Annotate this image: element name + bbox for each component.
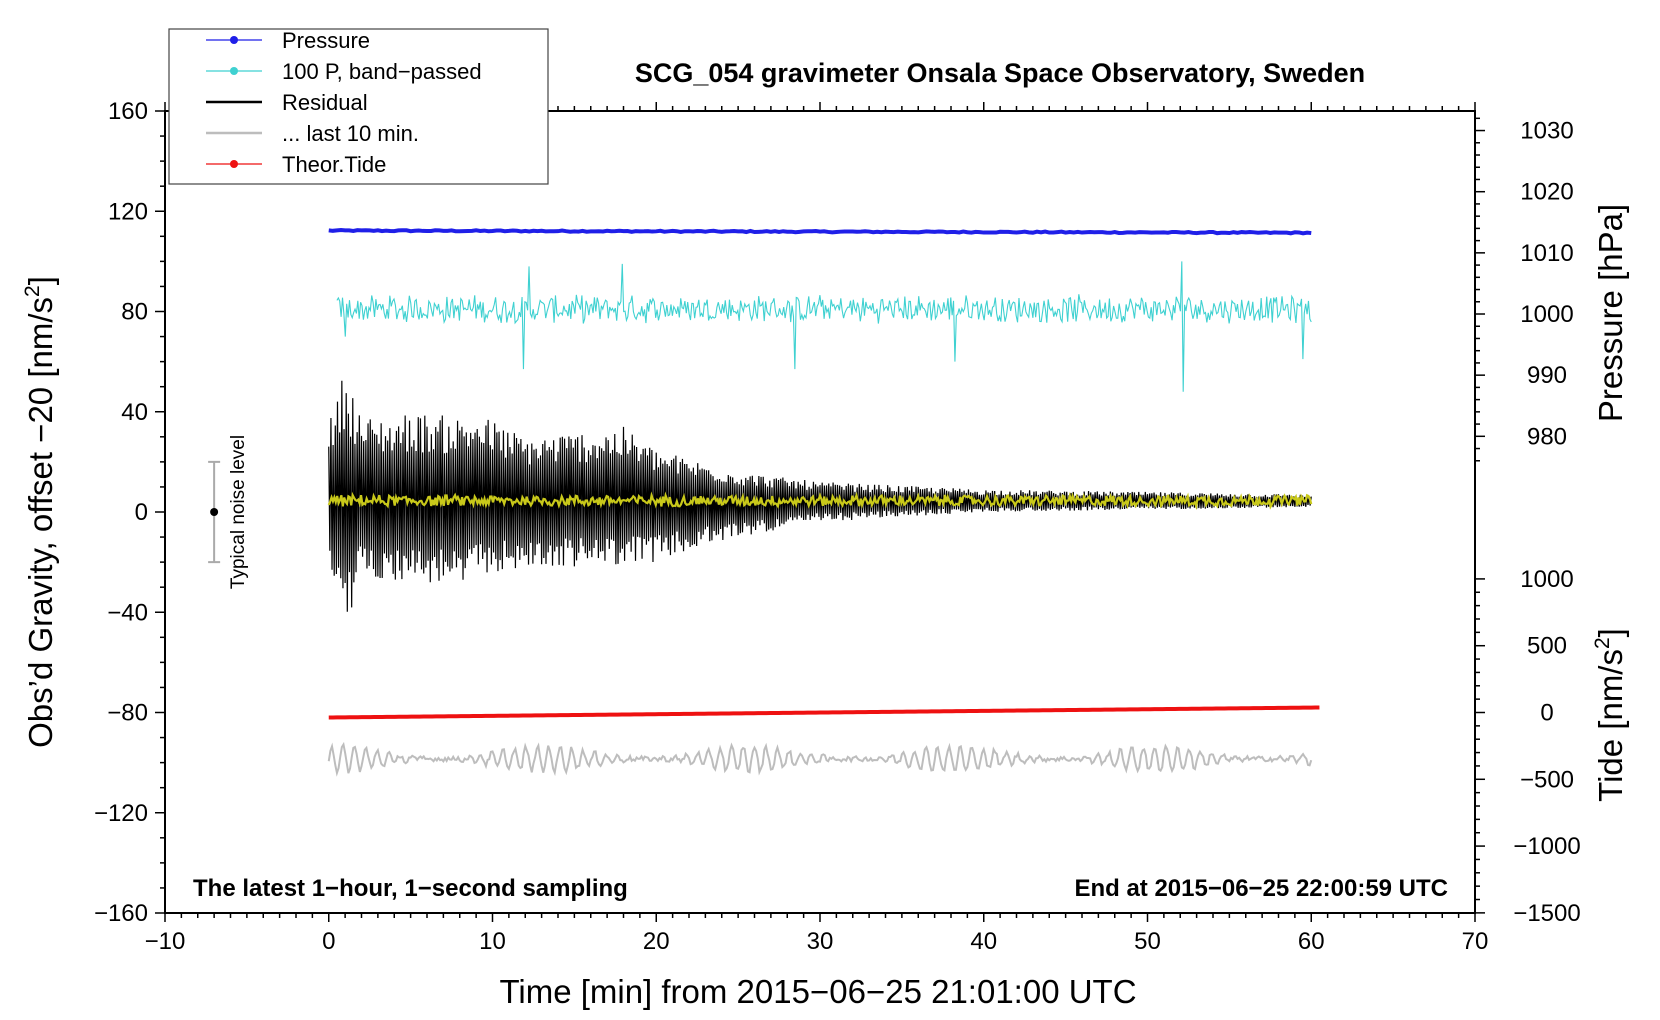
x-tick-label: 60 — [1298, 928, 1325, 955]
y-tick-label: −120 — [94, 800, 148, 827]
x-tick-label: 50 — [1134, 928, 1161, 955]
pressure-tick-label: 1030 — [1520, 118, 1573, 145]
footer-right-note: End at 2015−06−25 22:00:59 UTC — [1074, 875, 1448, 902]
y-tick-labels: 160 120 80 40 0 −40 −80 −120 −160 — [94, 98, 148, 927]
legend: Pressure 100 P, band−passed Residual ... la… — [168, 28, 549, 185]
legend-marker — [230, 67, 238, 75]
legend-label: Residual — [282, 90, 368, 115]
x-axis-title: Time [min] from 2015−06−25 21:01:00 UTC — [499, 973, 1136, 1010]
tide-tick-label: 500 — [1527, 633, 1567, 660]
x-tick-label: 0 — [322, 928, 335, 955]
noise-dot — [210, 508, 219, 516]
tide-tick-label: 0 — [1540, 700, 1553, 727]
y-tick-label: −80 — [107, 700, 148, 727]
series-line-100-p-band-passed — [336, 261, 1312, 392]
noise-level-indicator: Typical noise level — [208, 435, 249, 589]
series-line-theor-tide — [328, 705, 1320, 720]
y-axis-title-tide-sup: 2 — [1591, 637, 1614, 649]
legend-marker — [230, 160, 238, 168]
chart-title: SCG_054 gravimeter Onsala Space Observat… — [635, 58, 1365, 88]
y-tick-label: 160 — [108, 98, 148, 125]
pressure-tick-label: 1010 — [1520, 240, 1573, 267]
tide-tick-label: −1000 — [1513, 833, 1580, 860]
y-tick-label: −160 — [94, 900, 148, 927]
data-series — [327, 227, 1320, 777]
y-axis-title-pressure: Pressure [hPa] — [1592, 204, 1629, 422]
series-line-pressure — [328, 227, 1312, 236]
noise-label: Typical noise level — [228, 435, 249, 589]
legend-label: Pressure — [282, 28, 370, 53]
y-axis-title-left-main: Obs’d Gravity, offset −20 [nm/s — [22, 297, 59, 748]
footer-left-note: The latest 1−hour, 1−second sampling — [193, 875, 628, 902]
tide-tick-label: −1500 — [1513, 900, 1580, 927]
series-line-residual — [328, 380, 1312, 612]
legend-box — [168, 28, 549, 185]
legend-entries: Pressure 100 P, band−passed Residual ... la… — [206, 28, 482, 177]
y-tick-label: 0 — [135, 499, 148, 526]
y-tick-label: −40 — [107, 599, 148, 626]
pressure-tick-labels: 1030 1020 1010 1000 990 980 — [1520, 118, 1573, 451]
y-axis-title-tide-end: ] — [1592, 628, 1629, 637]
legend-marker — [230, 36, 238, 44]
series-line-residual-smoothed — [327, 491, 1313, 511]
x-tick-labels: −10 0 10 20 30 40 50 60 70 — [145, 928, 1489, 955]
x-tick-label: 10 — [479, 928, 506, 955]
y-axis-title-tide: Tide [nm/s2] — [1591, 628, 1629, 802]
pressure-tick-label: 980 — [1527, 423, 1567, 450]
pressure-tick-label: 1000 — [1520, 301, 1573, 328]
pressure-tick-label: 1020 — [1520, 179, 1573, 206]
x-tick-label: 70 — [1462, 928, 1489, 955]
legend-label: ... last 10 min. — [282, 121, 419, 146]
tide-tick-label: −500 — [1520, 766, 1574, 793]
x-tick-label: 40 — [970, 928, 997, 955]
y-axis-title-left-end: ] — [22, 276, 59, 285]
y-axis-title-left-sup: 2 — [21, 285, 44, 297]
legend-label: Theor.Tide — [282, 152, 386, 177]
legend-label: 100 P, band−passed — [282, 59, 482, 84]
y-tick-label: 80 — [121, 299, 148, 326]
x-tick-label: 30 — [807, 928, 834, 955]
tide-tick-labels: 1000 500 0 −500 −1000 −1500 — [1513, 566, 1580, 927]
y-tick-label: 40 — [121, 399, 148, 426]
y-tick-label: 120 — [108, 198, 148, 225]
series-line-last-10-min — [327, 741, 1313, 777]
tide-tick-label: 1000 — [1520, 566, 1573, 593]
y-axis-title-left: Obs’d Gravity, offset −20 [nm/s2] — [21, 276, 59, 748]
y-axis-title-tide-main: Tide [nm/s — [1592, 649, 1629, 802]
pressure-tick-label: 990 — [1527, 362, 1567, 389]
x-tick-label: 20 — [643, 928, 670, 955]
x-tick-label: −10 — [145, 928, 186, 955]
